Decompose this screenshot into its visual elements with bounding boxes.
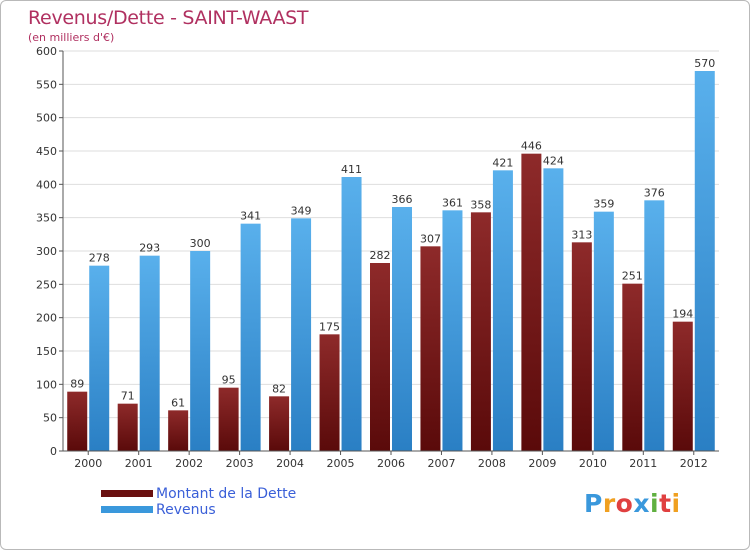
bar-dette [218, 387, 239, 451]
data-label-dette: 95 [222, 374, 236, 387]
y-tick-label: 200 [36, 312, 57, 325]
bar-revenus [190, 251, 211, 451]
x-tick-label: 2001 [125, 457, 153, 470]
data-label-dette: 71 [121, 390, 135, 403]
bar-dette [319, 334, 340, 451]
data-label-revenus: 421 [492, 156, 513, 169]
data-label-revenus: 361 [442, 196, 463, 209]
bar-dette [571, 242, 592, 451]
legend-swatch-revenus [101, 506, 153, 513]
x-tick-label: 2003 [226, 457, 254, 470]
bar-dette [117, 403, 138, 451]
y-tick-label: 100 [36, 378, 57, 391]
y-tick-label: 250 [36, 278, 57, 291]
bar-revenus [240, 223, 261, 451]
data-label-dette: 194 [672, 308, 693, 321]
bar-dette [672, 321, 693, 451]
y-tick-label: 50 [43, 412, 57, 425]
bar-revenus [593, 211, 614, 451]
bar-dette [521, 153, 542, 451]
bar-revenus [442, 210, 463, 451]
x-tick-label: 2010 [579, 457, 607, 470]
y-tick-label: 0 [50, 445, 57, 458]
data-label-dette: 82 [272, 382, 286, 395]
bar-revenus [492, 170, 513, 452]
data-label-dette: 175 [319, 320, 340, 333]
bar-dette [622, 283, 643, 451]
data-label-revenus: 411 [341, 163, 362, 176]
data-label-dette: 61 [171, 396, 185, 409]
x-tick-label: 2011 [629, 457, 657, 470]
data-label-revenus: 366 [392, 193, 413, 206]
legend-swatch-dette [101, 490, 153, 497]
logo-letter: r [602, 489, 616, 518]
data-label-revenus: 341 [240, 210, 261, 223]
bar-revenus [392, 207, 412, 451]
bar-revenus [341, 177, 362, 451]
bar-dette [168, 410, 189, 451]
legend-label-dette: Montant de la Dette [156, 486, 297, 502]
y-tick-label: 300 [36, 245, 57, 258]
bar-revenus [89, 265, 110, 451]
data-label-revenus: 424 [543, 154, 564, 167]
bar-dette [269, 396, 290, 451]
x-tick-label: 2002 [175, 457, 203, 470]
bar-revenus [543, 168, 564, 452]
chart-subtitle: (en milliers d'€) [28, 31, 115, 44]
y-tick-label: 150 [36, 345, 57, 358]
data-label-dette: 251 [622, 270, 643, 283]
bar-dette [470, 212, 491, 451]
data-label-dette: 446 [521, 140, 542, 153]
logo-letter: o [615, 489, 634, 518]
bar-dette [370, 263, 390, 451]
bar-dette [420, 246, 441, 451]
bar-revenus [644, 200, 665, 451]
x-tick-label: 2005 [327, 457, 355, 470]
y-tick-label: 500 [36, 112, 57, 125]
data-label-revenus: 349 [291, 204, 312, 217]
x-tick-label: 2009 [528, 457, 556, 470]
logo-letter: x [633, 489, 650, 518]
logo-letter: i [671, 489, 681, 518]
x-tick-label: 2007 [427, 457, 455, 470]
bar-revenus [694, 71, 715, 451]
y-tick-label: 350 [36, 212, 57, 225]
x-tick-label: 2004 [276, 457, 304, 470]
x-tick-label: 2012 [680, 457, 708, 470]
data-label-dette: 358 [470, 198, 491, 211]
logo-letter: P [584, 489, 603, 518]
logo-letter: i [650, 489, 660, 518]
chart-title: Revenus/Dette - SAINT-WAAST [28, 7, 309, 29]
y-tick-label: 550 [36, 78, 57, 91]
data-label-revenus: 300 [190, 237, 211, 250]
logo-letter: t [659, 489, 672, 518]
bar-dette [67, 391, 88, 451]
data-label-revenus: 293 [139, 242, 160, 255]
data-label-revenus: 376 [644, 186, 665, 199]
data-label-dette: 282 [370, 249, 391, 262]
x-tick-label: 2000 [74, 457, 102, 470]
legend-label-revenus: Revenus [156, 502, 216, 518]
y-tick-label: 400 [36, 178, 57, 191]
y-tick-label: 450 [36, 145, 57, 158]
y-tick-label: 600 [36, 45, 57, 58]
x-tick-label: 2006 [377, 457, 405, 470]
data-label-dette: 313 [571, 228, 592, 241]
bar-revenus [139, 255, 160, 451]
bar-revenus [291, 218, 312, 451]
data-label-dette: 307 [420, 232, 441, 245]
data-label-revenus: 359 [593, 198, 614, 211]
data-label-revenus: 570 [694, 57, 715, 70]
data-label-revenus: 278 [89, 252, 110, 265]
proxiti-logo: Proxiti [584, 489, 681, 518]
x-tick-label: 2008 [478, 457, 506, 470]
data-label-dette: 89 [70, 378, 84, 391]
